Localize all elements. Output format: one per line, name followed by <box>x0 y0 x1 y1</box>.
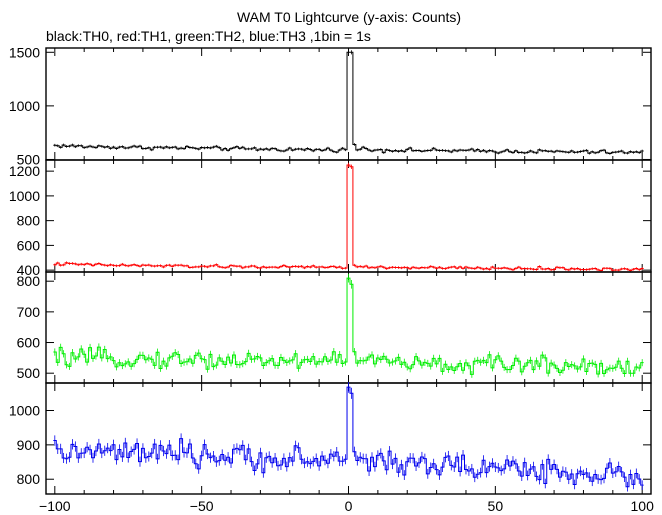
x-tick-label: −100 <box>39 498 71 514</box>
y-tick-label: 1200 <box>9 163 40 179</box>
x-axis-tick-labels: −100 −50 0 50 100 <box>39 498 654 514</box>
y-tick-label: 700 <box>17 304 41 320</box>
y-tick-label: 400 <box>17 262 41 278</box>
y-tick-label: 500 <box>17 365 41 381</box>
error-bars-th3 <box>54 382 643 492</box>
y-tick-label: 800 <box>17 471 41 487</box>
panel-th2: 500 600 700 800 <box>17 271 652 384</box>
error-bars-th1 <box>54 162 643 272</box>
panel-frame <box>45 47 652 161</box>
series-th3 <box>53 386 644 488</box>
chart-subtitle: black:TH0, red:TH1, green:TH2, blue:TH3 … <box>46 28 371 44</box>
panel-frame <box>45 159 652 273</box>
y-tick-label: 800 <box>17 213 41 229</box>
x-tick-label: 50 <box>488 498 504 514</box>
y-tick-label: 500 <box>17 151 41 167</box>
y-tick-label: 900 <box>17 437 41 453</box>
x-tick-label: 0 <box>345 498 353 514</box>
y-tick-label: 800 <box>17 273 41 289</box>
panel-frame <box>45 271 652 384</box>
x-tick-label: 100 <box>631 498 655 514</box>
chart-title: WAM T0 Lightcurve (y-axis: Counts) <box>237 9 461 25</box>
error-bars-th0 <box>54 50 643 155</box>
y-tick-label: 1000 <box>9 188 40 204</box>
y-tick-label: 1000 <box>9 98 40 114</box>
panels-group: 5001000150040060080010001200500600700800… <box>9 44 652 495</box>
y-tick-label: 1500 <box>9 44 40 60</box>
series-th2 <box>53 277 644 375</box>
y-tick-label: 600 <box>17 237 41 253</box>
panel-th0: 500 1000 1500 <box>9 44 652 167</box>
series-th0 <box>53 51 644 154</box>
error-bars-th2 <box>54 273 643 378</box>
panel-th1: 400 600 800 1000 1200 <box>9 159 652 278</box>
y-tick-label: 600 <box>17 335 41 351</box>
panel-th3: 800 900 1000 <box>9 382 652 495</box>
series-th1 <box>53 164 644 272</box>
x-tick-label: −50 <box>190 498 214 514</box>
y-tick-label: 1000 <box>9 402 40 418</box>
